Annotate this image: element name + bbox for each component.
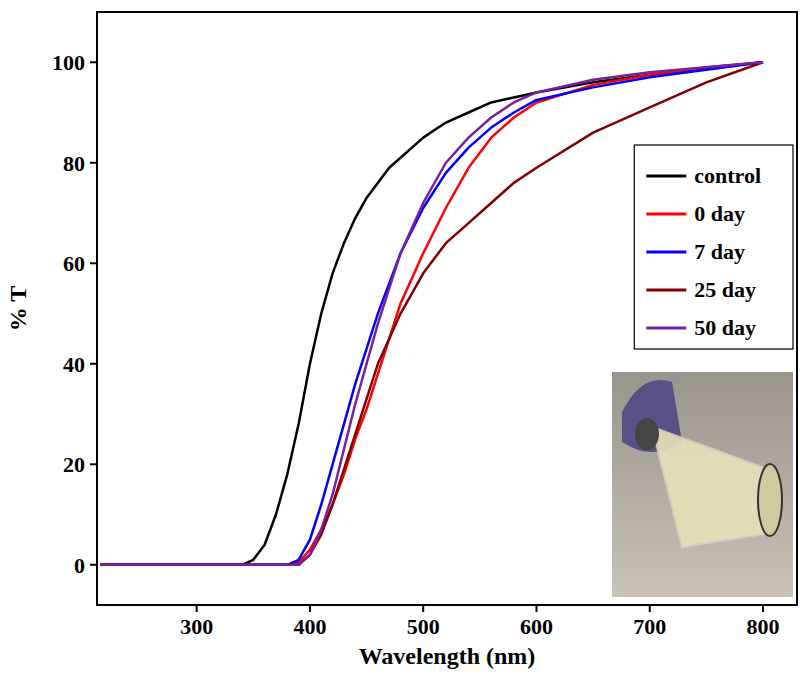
legend-label: 7 day [694, 239, 745, 264]
legend-swatch [646, 213, 686, 216]
y-tick [90, 564, 97, 566]
legend-label: 0 day [694, 201, 745, 226]
legend-label: control [694, 163, 761, 188]
y-tick [90, 162, 97, 164]
x-tick [535, 605, 537, 612]
photo-background [612, 372, 793, 597]
y-tick-label: 40 [63, 352, 85, 377]
x-tick-label: 700 [633, 614, 666, 639]
legend-swatch [646, 251, 686, 254]
x-axis-title: Wavelength (nm) [359, 643, 536, 669]
legend-box [634, 145, 793, 349]
y-tick [90, 363, 97, 365]
vial-cap [635, 418, 659, 450]
vial-bottom [758, 464, 782, 536]
inset-photo [612, 372, 793, 597]
legend-label: 50 day [694, 315, 756, 340]
x-tick [762, 605, 764, 612]
plot-frame [97, 12, 797, 605]
x-tick-label: 500 [407, 614, 440, 639]
x-tick-label: 800 [747, 614, 780, 639]
y-tick-label: 60 [63, 251, 85, 276]
legend-swatch [646, 175, 686, 178]
y-tick-label: 0 [74, 553, 85, 578]
x-tick [196, 605, 198, 612]
y-tick-label: 20 [63, 452, 85, 477]
legend-label: 25 day [694, 277, 756, 302]
x-tick-label: 400 [293, 614, 326, 639]
x-tick [649, 605, 651, 612]
y-tick [90, 262, 97, 264]
y-axis-title: % T [5, 286, 31, 332]
y-tick [90, 61, 97, 63]
legend-swatch [646, 327, 686, 330]
y-tick-label: 80 [63, 151, 85, 176]
legend: control 0 day 7 day 25 day 50 day [634, 145, 793, 349]
y-tick [90, 463, 97, 465]
y-tick-label: 100 [52, 50, 85, 75]
x-tick-label: 300 [180, 614, 213, 639]
legend-swatch [646, 289, 686, 292]
x-tick-label: 600 [520, 614, 553, 639]
x-tick [309, 605, 311, 612]
x-tick [422, 605, 424, 612]
chart: 300 400 500 600 700 800 0 20 40 60 80 100 Wavelength… [0, 0, 803, 674]
